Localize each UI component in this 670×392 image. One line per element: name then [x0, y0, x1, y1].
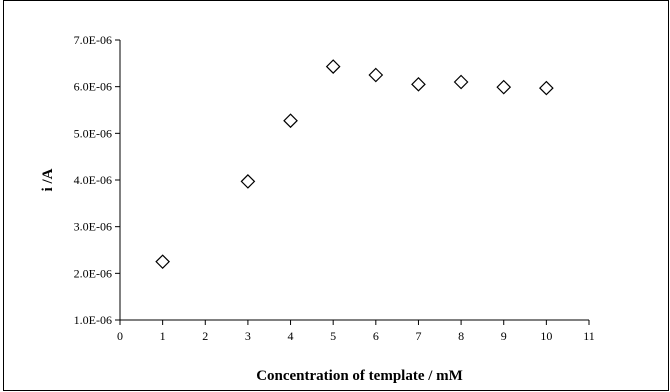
x-tick-label: 10	[540, 329, 552, 343]
data-point	[453, 74, 469, 90]
x-tick-label: 5	[330, 329, 336, 343]
y-tick-label: 3.0E-06	[74, 220, 112, 234]
data-point	[539, 80, 554, 96]
data-points	[155, 59, 554, 270]
x-tick-label: 6	[373, 329, 379, 343]
x-axis-ticks: 0 1 2 3 4 5 6 7 8 9 10 11	[117, 320, 595, 343]
x-tick-label: 1	[160, 329, 166, 343]
y-tick-label: 2.0E-06	[74, 266, 112, 280]
x-tick-label: 3	[245, 329, 251, 343]
data-point	[325, 59, 341, 74]
y-tick-label: 6.0E-06	[74, 80, 112, 94]
y-tick-label: 1.0E-06	[74, 313, 112, 327]
data-point	[368, 67, 384, 83]
data-point	[496, 79, 512, 95]
y-tick-label: 4.0E-06	[74, 173, 112, 187]
x-tick-label: 7	[415, 329, 421, 343]
data-point	[155, 254, 170, 270]
y-tick-label: 7.0E-06	[74, 33, 112, 47]
data-point	[240, 174, 256, 189]
data-point	[283, 113, 298, 129]
x-tick-label: 9	[501, 329, 507, 343]
x-axis-title: Concentration of template / mM	[256, 368, 463, 384]
x-tick-label: 11	[583, 329, 595, 343]
x-tick-label: 0	[117, 329, 123, 343]
y-tick-label: 5.0E-06	[74, 126, 112, 140]
data-point	[411, 76, 426, 92]
x-tick-label: 4	[288, 329, 294, 343]
y-axis-title: i /A	[40, 168, 56, 191]
x-tick-label: 2	[202, 329, 208, 343]
x-tick-label: 8	[458, 329, 464, 343]
y-axis-ticks: 1.0E-06 2.0E-06 3.0E-06 4.0E-06 5.0E-06 6.0E-…	[74, 33, 120, 327]
